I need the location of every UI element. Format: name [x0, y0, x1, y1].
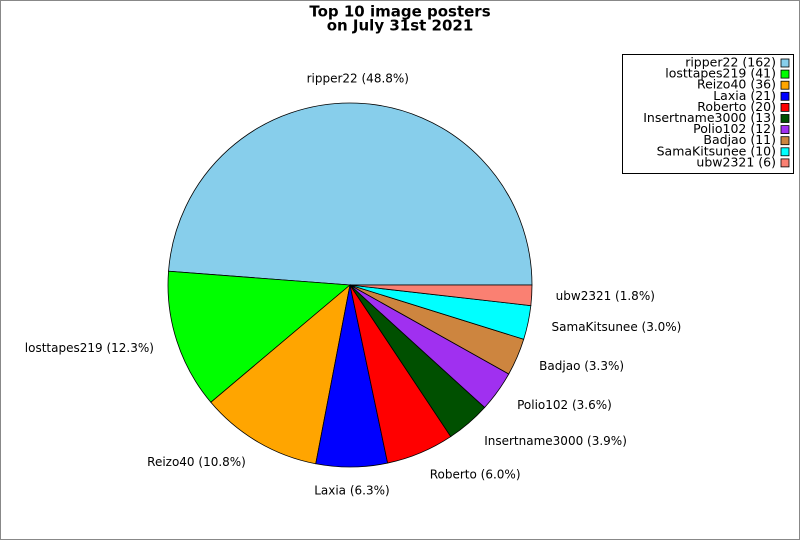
legend-swatch	[780, 158, 790, 168]
pie-slice	[168, 102, 533, 286]
legend-label: Polio102 (12)	[693, 121, 776, 136]
pie-slice	[210, 283, 351, 465]
legend-label: Insertname3000 (13)	[643, 110, 776, 125]
slice-label: Badjao (3.3%)	[539, 359, 624, 373]
chart-title: Top 10 image posters	[309, 3, 490, 21]
slice-label: Reizo40 (10.8%)	[147, 455, 246, 469]
slice-label: ripper22 (48.8%)	[307, 72, 409, 86]
legend-box	[622, 54, 794, 174]
legend-label: SamaKitsunee (10)	[657, 143, 776, 158]
legend-swatch	[780, 80, 790, 90]
legend-label: ubw2321 (6)	[696, 154, 776, 169]
legend-swatch	[780, 114, 790, 123]
pie-slice	[349, 284, 533, 307]
legend-swatch	[780, 69, 790, 79]
legend-swatch	[780, 125, 790, 134]
slice-label: losttapes219 (12.3%)	[25, 341, 154, 355]
pie-slice	[167, 270, 352, 403]
legend-label: Roberto (20)	[697, 99, 776, 114]
slice-label: Roberto (6.0%)	[430, 467, 521, 481]
legend-label: losttapes219 (41)	[665, 66, 776, 81]
slice-label: ubw2321 (1.8%)	[556, 289, 655, 303]
legend-label: Badjao (11)	[703, 132, 776, 147]
legend-label: Reizo40 (36)	[697, 77, 776, 92]
slice-label: Insertname3000 (3.9%)	[484, 434, 627, 448]
legend-swatch	[780, 136, 790, 146]
slice-label: Laxia (6.3%)	[314, 483, 390, 497]
legend-swatch	[780, 91, 790, 101]
legend-label: Laxia (21)	[713, 88, 776, 103]
legend-swatch	[780, 147, 790, 157]
slice-label: SamaKitsunee (3.0%)	[552, 320, 682, 334]
chart-title: on July 31st 2021	[327, 17, 474, 35]
legend-swatch	[780, 103, 790, 112]
legend-swatch	[780, 58, 790, 68]
legend-label: ripper22 (162)	[685, 55, 776, 70]
slice-label: Polio102 (3.6%)	[517, 398, 612, 412]
